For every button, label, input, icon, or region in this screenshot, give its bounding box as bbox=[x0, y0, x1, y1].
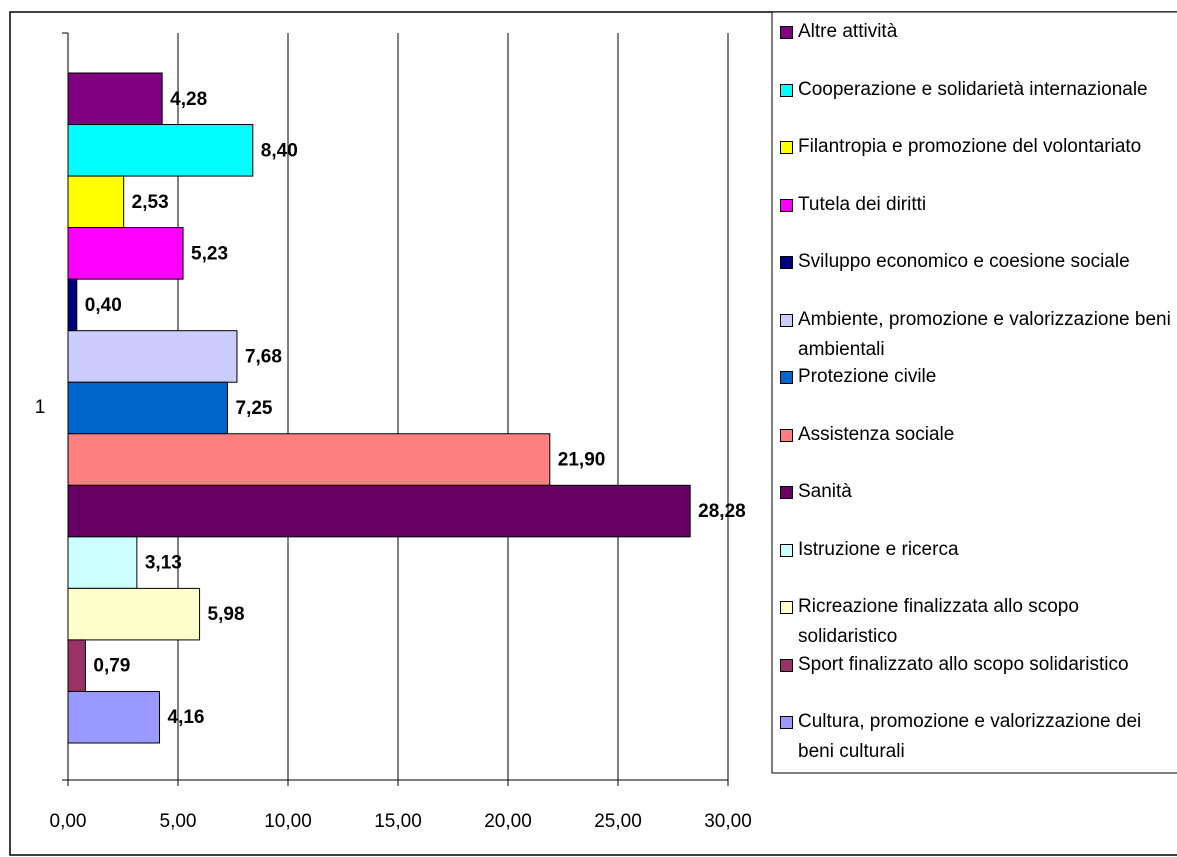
x-tick-label: 30,00 bbox=[704, 811, 752, 832]
legend-swatch bbox=[780, 658, 793, 672]
legend-label: Sviluppo economico e coesione sociale bbox=[798, 251, 1130, 272]
legend-label: Assistenza sociale bbox=[798, 423, 955, 445]
legend-swatch bbox=[780, 141, 793, 154]
chart-border bbox=[9, 11, 1177, 856]
bar bbox=[67, 278, 78, 332]
legend-label: Filantropia e promozione del volontariat… bbox=[798, 136, 1142, 157]
legend-swatch bbox=[780, 486, 793, 499]
legend-swatch bbox=[780, 543, 793, 557]
bar bbox=[67, 330, 238, 383]
x-tick-label: 5,00 bbox=[160, 811, 197, 832]
legend-label: Istruzione e ricerca bbox=[798, 538, 959, 560]
legend-swatch bbox=[780, 428, 793, 442]
x-tick-label: 25,00 bbox=[594, 811, 642, 832]
x-tick-label: 10,00 bbox=[264, 811, 312, 832]
legend-swatch bbox=[780, 26, 793, 39]
bar bbox=[67, 587, 201, 641]
x-tick-label: 15,00 bbox=[374, 811, 422, 832]
legend-swatch bbox=[780, 83, 793, 97]
data-label: 5,23 bbox=[191, 243, 228, 264]
bar bbox=[67, 124, 254, 177]
x-tick-label: 20,00 bbox=[484, 811, 532, 832]
legend-label: Cooperazione e solidarietà internazional… bbox=[798, 78, 1148, 100]
data-label: 8,40 bbox=[261, 140, 298, 161]
legend-swatch bbox=[780, 716, 793, 729]
legend-swatch bbox=[780, 198, 793, 212]
data-label: 2,53 bbox=[132, 192, 169, 213]
bar bbox=[67, 484, 691, 538]
bar bbox=[67, 381, 228, 435]
legend-swatch bbox=[780, 371, 793, 384]
data-label: 4,16 bbox=[168, 707, 205, 728]
legend-label: Protezione civile bbox=[798, 366, 937, 387]
bar bbox=[67, 639, 86, 692]
legend-box bbox=[771, 11, 1177, 774]
bar bbox=[67, 227, 184, 280]
x-tick-label: 0,00 bbox=[50, 811, 87, 832]
data-label: 7,68 bbox=[245, 346, 282, 367]
bar bbox=[67, 72, 163, 126]
legend-label: Cultura, promozione e valorizzazione dei… bbox=[798, 711, 1142, 762]
bar bbox=[67, 433, 551, 486]
legend-label: Sanità bbox=[798, 481, 852, 502]
data-label: 28,28 bbox=[698, 501, 746, 522]
data-label: 0,40 bbox=[85, 295, 122, 316]
legend-label: Sport finalizzato allo scopo solidaristi… bbox=[798, 653, 1129, 675]
legend-swatch bbox=[780, 601, 793, 614]
legend-label: Ricreazione finalizzata allo scopo solid… bbox=[798, 596, 1079, 647]
bar bbox=[67, 536, 138, 589]
y-tick-label: 1 bbox=[35, 397, 46, 418]
data-label: 4,28 bbox=[170, 89, 207, 110]
legend-label: Altre attività bbox=[798, 21, 898, 42]
legend-swatch bbox=[780, 256, 793, 269]
data-label: 21,90 bbox=[558, 450, 606, 471]
data-label: 0,79 bbox=[93, 656, 130, 677]
legend-label: Tutela dei diritti bbox=[798, 193, 927, 215]
legend-label: Ambiente, promozione e valorizzazione be… bbox=[798, 308, 1171, 360]
bar bbox=[67, 175, 125, 229]
data-label: 7,25 bbox=[236, 398, 273, 419]
bar bbox=[67, 690, 161, 744]
legend-swatch bbox=[780, 313, 793, 327]
data-label: 3,13 bbox=[145, 553, 182, 574]
data-label: 5,98 bbox=[208, 604, 245, 625]
